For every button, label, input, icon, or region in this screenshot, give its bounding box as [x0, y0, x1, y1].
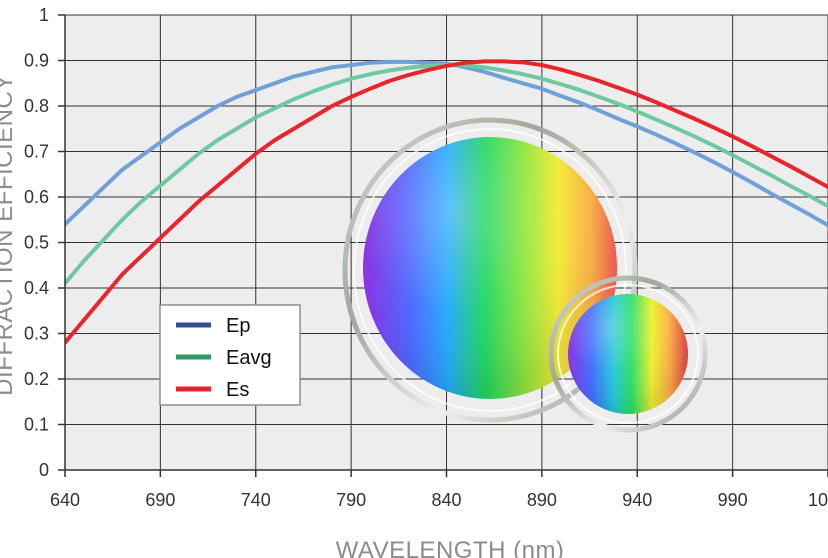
large-grating-outer-ring — [342, 117, 638, 423]
tick-labels: 640 690 740 790 840 890 940 990 1040 0 0.1 0.2 0.3 0.… — [24, 5, 828, 510]
small-grating-inner-ring — [557, 284, 699, 424]
legend: Ep Eavg Es — [159, 304, 301, 406]
x-axis-title: WAVELENGTH (nm) — [336, 537, 565, 558]
x-tick-label: 940 — [622, 490, 652, 510]
legend-label-es: Es — [226, 379, 249, 401]
y-tick-label: 0.5 — [24, 233, 49, 253]
x-tick-label: 990 — [718, 490, 748, 510]
legend-label-eavg: Eavg — [226, 347, 272, 369]
y-tick-label: 0 — [39, 460, 49, 480]
y-tick-label: 1 — [39, 5, 49, 25]
large-grating-inner-ring — [353, 128, 627, 412]
legend-label-ep: Ep — [226, 315, 250, 337]
x-tick-label: 890 — [527, 490, 557, 510]
series-line-es — [65, 59, 828, 345]
y-tick-label: 0.6 — [24, 187, 49, 207]
y-tick-label: 0.7 — [24, 142, 49, 162]
x-tick-label: 740 — [241, 490, 271, 510]
y-tick-label: 0.4 — [24, 278, 49, 298]
y-tick-label: 0.8 — [24, 96, 49, 116]
y-tick-label: 0.9 — [24, 51, 49, 71]
y-tick-label: 0.3 — [24, 324, 49, 344]
x-tick-label: 790 — [336, 490, 366, 510]
x-tick-label: 690 — [145, 490, 175, 510]
small-grating-shine — [568, 294, 688, 414]
axes — [58, 14, 828, 477]
axis-titles: WAVELENGTH (nm) DIFFRACTION EFFICIENCY — [0, 74, 564, 558]
y-tick-label: 0.1 — [24, 415, 49, 435]
diffraction-grating-illustration — [342, 117, 708, 433]
x-tick-label: 840 — [431, 490, 461, 510]
y-tick-label: 0.2 — [24, 369, 49, 389]
series-lines — [65, 59, 828, 345]
x-tick-label: 1040 — [808, 490, 828, 510]
small-grating-outer-ring — [548, 275, 708, 433]
x-tick-label: 640 — [50, 490, 80, 510]
y-axis-title: DIFFRACTION EFFICIENCY — [0, 74, 18, 396]
